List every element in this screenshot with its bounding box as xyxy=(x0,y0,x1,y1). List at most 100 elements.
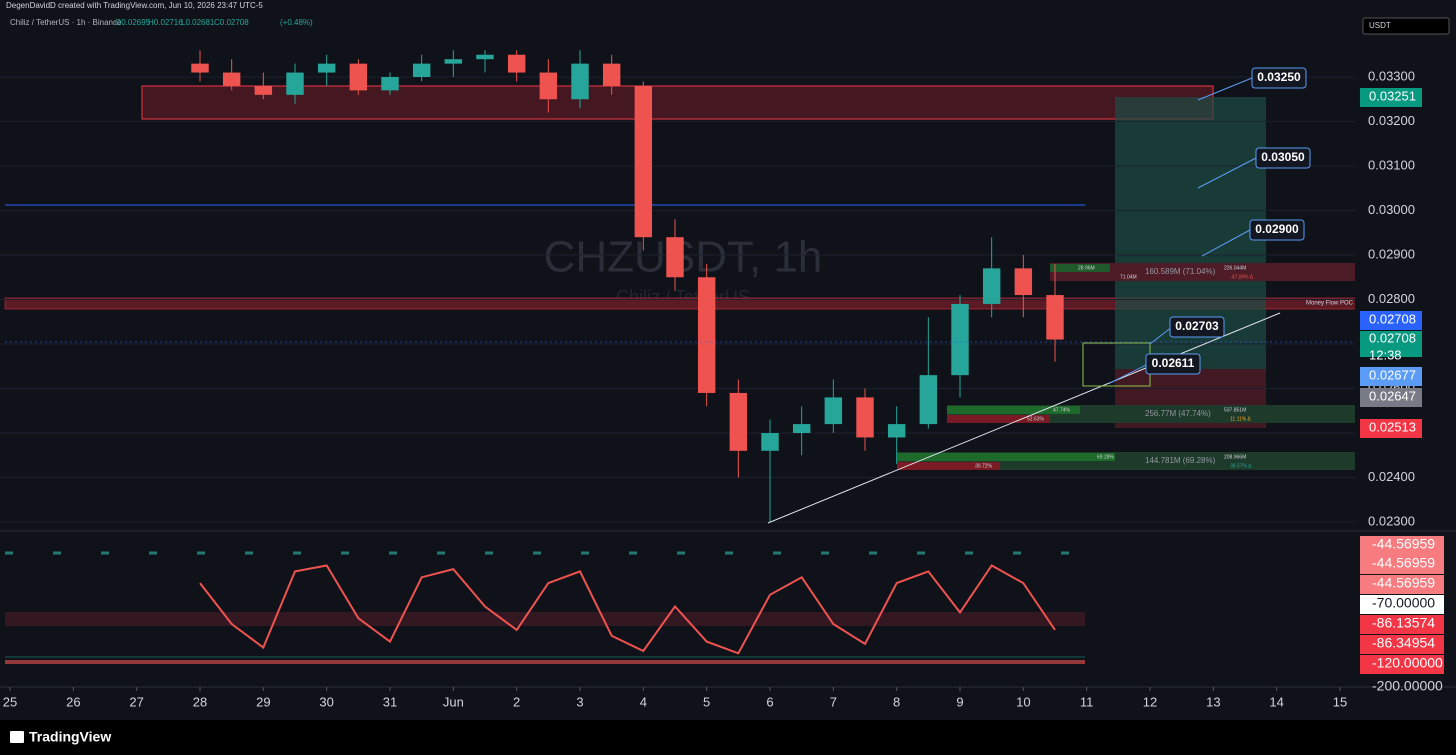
x-tick-label: 25 xyxy=(3,694,17,709)
candle-body xyxy=(982,268,1001,304)
y-tick-label: 0.02800 xyxy=(1368,291,1415,306)
x-tick-label: 27 xyxy=(129,694,143,709)
price-badge xyxy=(1360,331,1422,357)
osc-badge xyxy=(1360,615,1444,634)
x-tick-label: 4 xyxy=(640,694,647,709)
y-tick-label: 0.02900 xyxy=(1368,246,1415,261)
price-badge xyxy=(1360,311,1422,330)
candle-body xyxy=(951,303,969,376)
x-tick-label: Jun xyxy=(443,694,464,709)
price-badge-label: 0.02677 xyxy=(1369,367,1416,382)
x-tick-label: 14 xyxy=(1269,694,1283,709)
osc-badge xyxy=(1360,655,1444,674)
candle-body xyxy=(381,77,399,91)
x-tick-label: 3 xyxy=(576,694,583,709)
candle-body xyxy=(539,72,558,100)
candle-body xyxy=(666,237,684,278)
candle-body xyxy=(602,63,621,86)
candle-body xyxy=(919,375,938,425)
candle-body xyxy=(286,72,304,95)
osc-badge xyxy=(1360,536,1444,555)
candle-body xyxy=(349,63,368,91)
brand-name: TradingView xyxy=(29,729,111,745)
callout-box xyxy=(1255,147,1311,169)
ohlc: L0.02681 xyxy=(181,18,215,27)
callout-label: 0.02900 xyxy=(1255,222,1299,236)
candle-body xyxy=(254,85,273,95)
candle-body xyxy=(507,54,526,73)
callout-box xyxy=(1145,353,1201,375)
x-tick-label: 10 xyxy=(1016,694,1030,709)
y-tick-label: 0.02400 xyxy=(1368,469,1415,484)
currency-box xyxy=(1362,17,1450,35)
profile-label: 226.044M xyxy=(1224,265,1246,271)
price-badge-label: 0.02708 xyxy=(1369,311,1416,326)
profile-label: 69.28% xyxy=(1097,454,1115,460)
symbol: Chiliz / TetherUS · 1h · Binance xyxy=(10,18,122,27)
callout-label: 0.03250 xyxy=(1257,70,1301,84)
profile-label: 38.57% Δ xyxy=(1230,463,1252,469)
change: (+0.48%) xyxy=(280,18,313,27)
y-tick-label: 0.03000 xyxy=(1368,202,1415,217)
candle-body xyxy=(697,277,716,393)
candle-body xyxy=(634,85,653,238)
credit: DegenDavidD created with TradingView.com… xyxy=(6,1,263,10)
x-tick-label: 13 xyxy=(1206,694,1220,709)
osc-badge-label: -44.56959 xyxy=(1372,575,1435,591)
price-badge-label: 12:38 xyxy=(1369,347,1402,362)
candle-body xyxy=(191,63,209,73)
osc-band xyxy=(5,612,1085,626)
osc-badge xyxy=(1360,555,1444,574)
x-tick-label: 12 xyxy=(1143,694,1157,709)
x-tick-label: 29 xyxy=(256,694,270,709)
callout-label: 0.03050 xyxy=(1261,150,1305,164)
osc-badge-label: -44.56959 xyxy=(1372,536,1435,552)
ohlc: C0.02708 xyxy=(214,18,249,27)
osc-badge-label: -70.00000 xyxy=(1372,595,1435,611)
x-tick-label: 5 xyxy=(703,694,710,709)
trendline xyxy=(767,312,1281,524)
price-badge xyxy=(1360,88,1422,107)
candle-body xyxy=(1046,295,1064,340)
osc-badge xyxy=(1360,575,1444,594)
symbol-line: Chiliz / TetherUS · 1h · Binance O0.0269… xyxy=(10,18,313,27)
x-tick-label: 15 xyxy=(1333,694,1347,709)
osc-badge xyxy=(1360,595,1444,614)
profile-label: 47.74% xyxy=(1053,407,1071,413)
x-tick-label: 30 xyxy=(319,694,333,709)
profile-label: 28.96M xyxy=(1078,265,1095,271)
callout-lines xyxy=(1109,77,1257,384)
y-tick-label: 0.03200 xyxy=(1368,113,1415,128)
price-badge-label: 0.02513 xyxy=(1369,419,1416,434)
x-tick-label: 26 xyxy=(66,694,80,709)
profile-label: 160.589M (71.04%) xyxy=(1145,267,1216,276)
osc-badge-label: -44.56959 xyxy=(1372,555,1435,571)
candle-body xyxy=(792,424,811,433)
callout-label: 0.02611 xyxy=(1152,356,1195,370)
profile-label: 537.851M xyxy=(1224,407,1246,413)
callout-box xyxy=(1169,316,1225,338)
zone-label: Money Flow POC xyxy=(1306,301,1354,307)
profile-label: 71.04M xyxy=(1120,274,1137,280)
candle-body xyxy=(476,54,494,60)
logo xyxy=(10,731,24,743)
osc-badge-label: -86.34954 xyxy=(1372,635,1435,651)
x-tick-label: 6 xyxy=(766,694,773,709)
profile-label: 30.72% xyxy=(975,463,993,469)
poc-band xyxy=(4,297,1355,310)
oscillator-line xyxy=(199,564,1056,655)
candle-body xyxy=(856,397,874,438)
candle-body xyxy=(444,59,463,64)
profile-label: -47.09% Δ xyxy=(1230,274,1254,280)
price-badge-label: 0.03251 xyxy=(1369,88,1416,103)
price-badge-label: 0.02647 xyxy=(1369,388,1416,403)
osc-badge xyxy=(1360,635,1444,654)
y-tick-label: 0.03100 xyxy=(1368,157,1415,172)
candle-body xyxy=(887,424,906,438)
profile-label: 11.11% Δ xyxy=(1230,416,1251,422)
candle-body xyxy=(1014,268,1033,296)
profile-label: 144.781M (69.28%) xyxy=(1145,456,1216,465)
x-tick-label: 8 xyxy=(893,694,900,709)
profile-label: 208.966M xyxy=(1224,454,1246,460)
